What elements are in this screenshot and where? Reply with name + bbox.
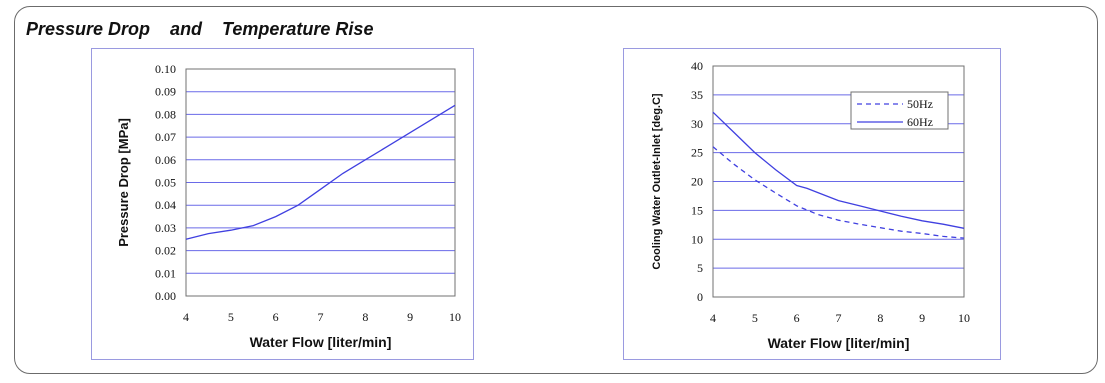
y-tick-label: 30	[691, 117, 703, 131]
y-tick-label: 15	[691, 203, 703, 217]
y-tick-label: 35	[691, 88, 703, 102]
x-tick-label: 7	[318, 310, 324, 324]
pressure-drop-panel	[91, 48, 474, 360]
x-tick-label: 9	[919, 311, 925, 325]
y-tick-label: 0.01	[155, 266, 176, 280]
y-tick-label: 0.03	[155, 221, 176, 235]
y-tick-label: 20	[691, 175, 703, 189]
y-tick-label: 0	[697, 290, 703, 304]
legend-label: 50Hz	[907, 97, 933, 111]
y-tick-label: 0.09	[155, 85, 176, 99]
x-tick-label: 6	[273, 310, 279, 324]
x-axis-label: Water Flow [liter/min]	[768, 335, 910, 351]
y-tick-label: 0.08	[155, 107, 176, 121]
y-axis-label: Pressure Drop [MPa]	[116, 118, 131, 247]
plot-area	[185, 68, 456, 297]
x-tick-label: 4	[710, 311, 716, 325]
y-tick-label: 5	[697, 261, 703, 275]
x-tick-label: 5	[228, 310, 234, 324]
y-tick-label: 40	[691, 59, 703, 73]
y-tick-label: 0.06	[155, 153, 176, 167]
x-tick-label: 6	[794, 311, 800, 325]
y-tick-label: 0.05	[155, 176, 176, 190]
x-tick-label: 8	[362, 310, 368, 324]
legend-box	[850, 91, 949, 130]
x-tick-label: 7	[836, 311, 842, 325]
x-tick-label: 10	[958, 311, 970, 325]
y-axis-label: Cooling Water Outlet-Inlet [deg.C]	[651, 93, 663, 270]
y-tick-label: 0.10	[155, 62, 176, 76]
y-tick-label: 0.07	[155, 130, 176, 144]
x-tick-label: 4	[183, 310, 189, 324]
x-tick-label: 10	[449, 310, 461, 324]
y-tick-label: 25	[691, 146, 703, 160]
x-tick-label: 8	[877, 311, 883, 325]
page-title: Pressure Drop and Temperature Rise	[26, 19, 374, 39]
x-tick-label: 9	[407, 310, 413, 324]
plot-area	[712, 65, 965, 298]
y-tick-label: 10	[691, 232, 703, 246]
series-line-50hz	[712, 146, 965, 239]
series-line-0	[185, 104, 456, 240]
x-tick-label: 5	[752, 311, 758, 325]
y-tick-label: 0.04	[155, 198, 176, 212]
legend-label: 60Hz	[907, 115, 933, 129]
series-line-60hz	[712, 111, 965, 229]
x-axis-label: Water Flow [liter/min]	[250, 334, 392, 350]
y-tick-label: 0.00	[155, 289, 176, 303]
y-tick-label: 0.02	[155, 244, 176, 258]
